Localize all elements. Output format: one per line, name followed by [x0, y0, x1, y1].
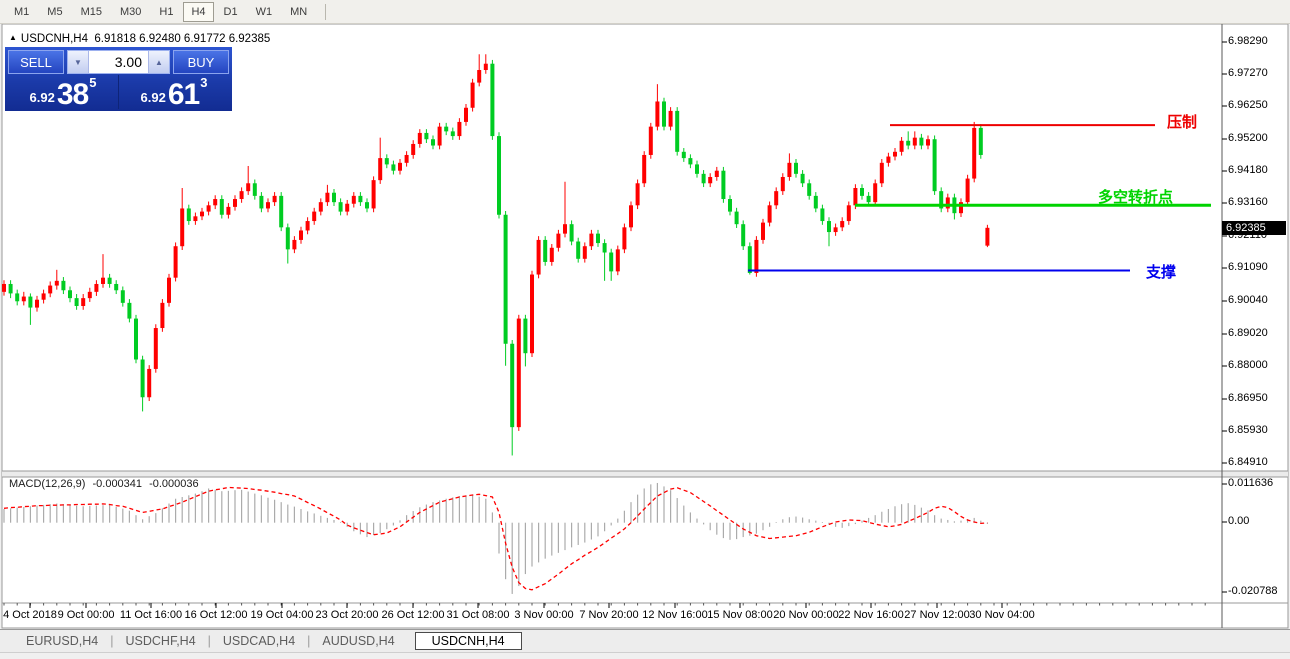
price-axis-label: 6.96250 — [1228, 99, 1268, 111]
timeframe-button-m5[interactable]: M5 — [47, 5, 63, 18]
timeframe-button-d1[interactable]: D1 — [223, 5, 238, 18]
timeframe-button-h4[interactable]: H4 — [183, 1, 214, 22]
collapse-triangle-icon[interactable]: ▲ — [9, 33, 17, 42]
time-axis-label: 31 Oct 08:00 — [446, 609, 510, 621]
price-axis-label: 6.84910 — [1228, 456, 1268, 468]
time-axis-label: 11 Oct 16:00 — [119, 609, 183, 621]
price-axis-label: 6.97270 — [1228, 67, 1268, 79]
macd-indicator-label: MACD(12,26,9) -0.000341 -0.000036 — [9, 478, 203, 490]
tab-separator: | — [110, 634, 114, 648]
tab-usdcad-h4[interactable]: USDCAD,H4 — [222, 634, 296, 648]
current-price-badge: 6.92385 — [1222, 221, 1286, 235]
time-axis-label: 23 Oct 20:00 — [315, 609, 379, 621]
tab-audusd-h4[interactable]: AUDUSD,H4 — [322, 634, 395, 648]
toolbar-separator — [325, 3, 327, 20]
chart-tab-bar: EURUSD,H4 | USDCHF,H4 | USDCAD,H4 | AUDUSD,H4 U… — [0, 629, 1290, 652]
macd-axis-label: 0.011636 — [1228, 477, 1274, 489]
buy-price-display[interactable]: 6.92 61 3 — [119, 75, 229, 109]
tab-eurusd-h4[interactable]: EURUSD,H4 — [26, 634, 99, 648]
time-axis-label: 7 Nov 20:00 — [579, 609, 639, 621]
chart-ohlc-values: 6.91818 6.92480 6.91772 6.92385 — [94, 33, 271, 45]
one-click-trading-panel: SELL ▼ 3.00 ▲ BUY 6.92 38 5 6.92 61 3 — [5, 47, 232, 111]
sell-button[interactable]: SELL — [8, 50, 64, 74]
sell-price-prefix: 6.92 — [29, 90, 55, 105]
buy-price-prefix: 6.92 — [140, 90, 166, 105]
chart-ohlc-header: ▲ USDCNH,H4 6.91818 6.92480 6.91772 6.923… — [9, 33, 270, 45]
macd-name: MACD(12,26,9) — [9, 478, 86, 490]
sell-price-display[interactable]: 6.92 38 5 — [8, 75, 119, 109]
macd-signal-value: -0.000036 — [149, 478, 199, 490]
time-axis-label: 30 Nov 04:00 — [969, 609, 1035, 621]
timeframe-button-m1[interactable]: M1 — [14, 5, 30, 18]
buy-price-pip: 3 — [200, 75, 208, 90]
time-axis-label: 22 Nov 16:00 — [838, 609, 904, 621]
time-axis-label: 12 Nov 16:00 — [642, 609, 708, 621]
chevron-up-icon: ▲ — [155, 57, 163, 67]
buy-price-main: 61 — [167, 77, 200, 111]
lot-increase-button[interactable]: ▲ — [148, 51, 169, 73]
bottom-window-strip — [0, 652, 1290, 659]
resistance-label[interactable]: 压制 — [1167, 114, 1198, 131]
time-axis-label: 26 Oct 12:00 — [381, 609, 445, 621]
tab-separator: | — [307, 634, 311, 648]
price-axis-label: 6.89020 — [1228, 327, 1268, 339]
lot-size-input[interactable]: 3.00 — [89, 51, 148, 73]
sell-price-pip: 5 — [89, 75, 97, 90]
timeframe-toolbar: M1 M5 M15 M30 H1 H4 D1 W1 MN — [0, 0, 1290, 24]
sell-price-main: 38 — [56, 77, 89, 111]
macd-axis-label: -0.020788 — [1228, 585, 1278, 597]
price-axis-label: 6.86950 — [1228, 392, 1268, 404]
macd-axis-label: 0.00 — [1228, 515, 1250, 527]
pivot-label[interactable]: 多空转折点 — [1098, 189, 1174, 206]
time-axis-label: 20 Nov 00:00 — [773, 609, 839, 621]
tab-usdcnh-h4[interactable]: USDCNH,H4 — [414, 632, 522, 650]
timeframe-button-m15[interactable]: M15 — [80, 5, 102, 18]
price-axis-label: 6.91090 — [1228, 261, 1268, 273]
price-axis-label: 6.94180 — [1228, 164, 1268, 176]
timeframe-button-h1[interactable]: H1 — [159, 5, 174, 18]
chart-symbol-title: USDCNH,H4 — [20, 33, 89, 45]
time-axis-label: 15 Nov 08:00 — [707, 609, 773, 621]
support-label[interactable]: 支撑 — [1146, 264, 1177, 281]
timeframe-button-w1[interactable]: W1 — [255, 5, 273, 18]
chevron-down-icon: ▼ — [74, 57, 82, 67]
lot-size-stepper: ▼ 3.00 ▲ — [67, 50, 170, 74]
time-axis-label: 16 Oct 12:00 — [184, 609, 248, 621]
timeframe-button-m30[interactable]: M30 — [119, 5, 142, 18]
tab-separator: | — [207, 634, 211, 648]
price-axis-label: 6.95200 — [1228, 132, 1268, 144]
time-axis-label: 3 Nov 00:00 — [514, 609, 574, 621]
price-axis-label: 6.85930 — [1228, 424, 1268, 436]
price-axis-label: 6.90040 — [1228, 294, 1268, 306]
price-axis-label: 6.98290 — [1228, 35, 1268, 47]
time-axis-label: 27 Nov 12:00 — [904, 609, 970, 621]
lot-decrease-button[interactable]: ▼ — [68, 51, 89, 73]
time-axis-label: 19 Oct 04:00 — [250, 609, 314, 621]
macd-value: -0.000341 — [92, 478, 143, 490]
price-axis-label: 6.93160 — [1228, 196, 1268, 208]
tab-usdchf-h4[interactable]: USDCHF,H4 — [125, 634, 196, 648]
timeframe-button-mn[interactable]: MN — [290, 5, 308, 18]
price-axis-label: 6.88000 — [1228, 359, 1268, 371]
buy-button[interactable]: BUY — [173, 50, 229, 74]
time-axis-label: 4 Oct 2018 — [3, 609, 57, 621]
time-axis-label: 9 Oct 00:00 — [57, 609, 115, 621]
